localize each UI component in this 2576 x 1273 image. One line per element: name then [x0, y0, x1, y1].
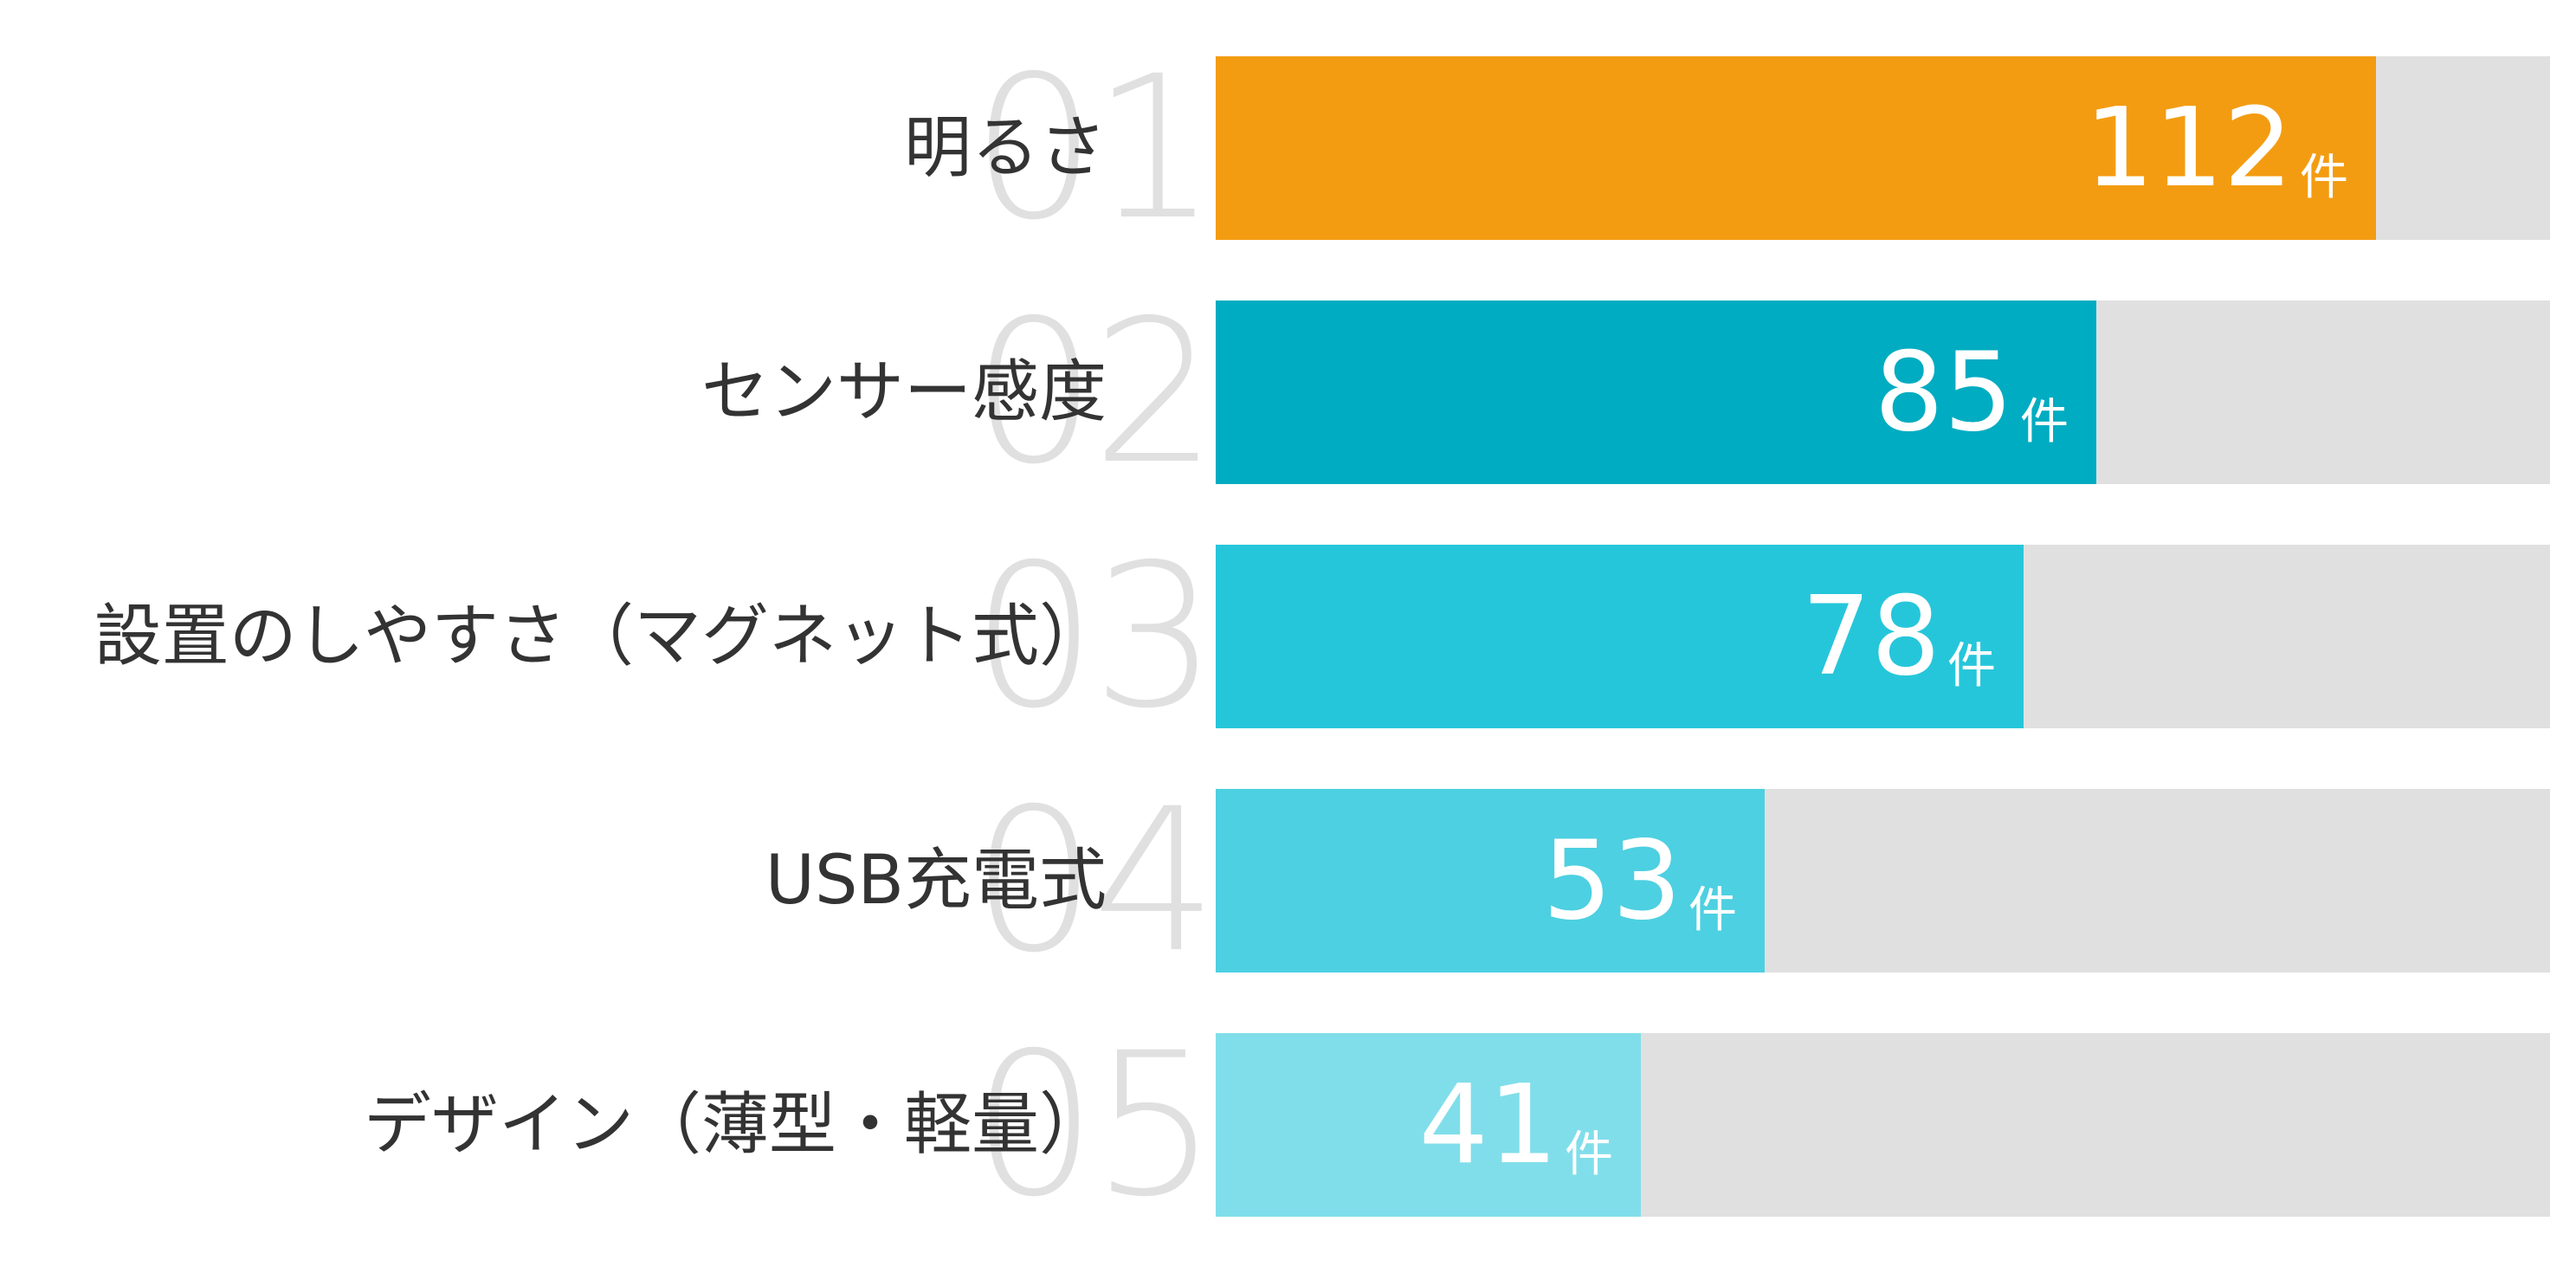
chart-row-3: 03 設置のしやすさ（マグネット式） 78 件 [0, 538, 2576, 735]
rank-number: 01 [971, 33, 1217, 263]
bar-track: 112 件 [1216, 56, 2550, 240]
value-number: 85 [1874, 328, 2013, 456]
value-unit: 件 [1947, 638, 1996, 695]
bar-track: 41 件 [1216, 1033, 2550, 1217]
value-number: 53 [1542, 817, 1682, 944]
value-number: 41 [1418, 1061, 1558, 1188]
value-unit: 件 [2020, 394, 2069, 450]
bar-value: 112 件 [2085, 56, 2349, 240]
value-number: 78 [1801, 572, 1940, 700]
rank-number: 04 [971, 766, 1217, 996]
category-label: USB充電式 [765, 842, 1107, 920]
bar-track: 53 件 [1216, 789, 2550, 973]
category-label: デザイン（薄型・軽量） [363, 1086, 1107, 1164]
chart-row-1: 01 明るさ 112 件 [0, 49, 2576, 247]
rank-number: 02 [971, 277, 1217, 507]
bar-fill: 41 件 [1216, 1033, 1641, 1217]
bar-fill: 53 件 [1216, 789, 1765, 973]
chart-row-4: 04 USB充電式 53 件 [0, 782, 2576, 979]
bar-value: 85 件 [1875, 300, 2069, 484]
value-unit: 件 [1565, 1127, 1613, 1183]
value-unit: 件 [1688, 882, 1737, 939]
bar-fill: 85 件 [1216, 300, 2096, 484]
bar-fill: 78 件 [1216, 545, 2024, 728]
bar-fill: 112 件 [1216, 56, 2376, 240]
chart-row-2: 02 センサー感度 85 件 [0, 294, 2576, 491]
category-label: センサー感度 [700, 353, 1107, 431]
bar-value: 53 件 [1543, 789, 1737, 973]
rank-number: 03 [971, 521, 1217, 752]
bar-value: 41 件 [1419, 1033, 1613, 1217]
category-label: 明るさ [903, 109, 1107, 187]
category-label: 設置のしやすさ（マグネット式） [94, 598, 1107, 675]
value-unit: 件 [2300, 150, 2348, 206]
bar-value: 78 件 [1802, 545, 1996, 728]
bar-track: 78 件 [1216, 545, 2550, 728]
value-number: 112 [2084, 84, 2294, 211]
rank-number: 05 [971, 1010, 1217, 1240]
chart-row-5: 05 デザイン（薄型・軽量） 41 件 [0, 1026, 2576, 1224]
bar-track: 85 件 [1216, 300, 2550, 484]
